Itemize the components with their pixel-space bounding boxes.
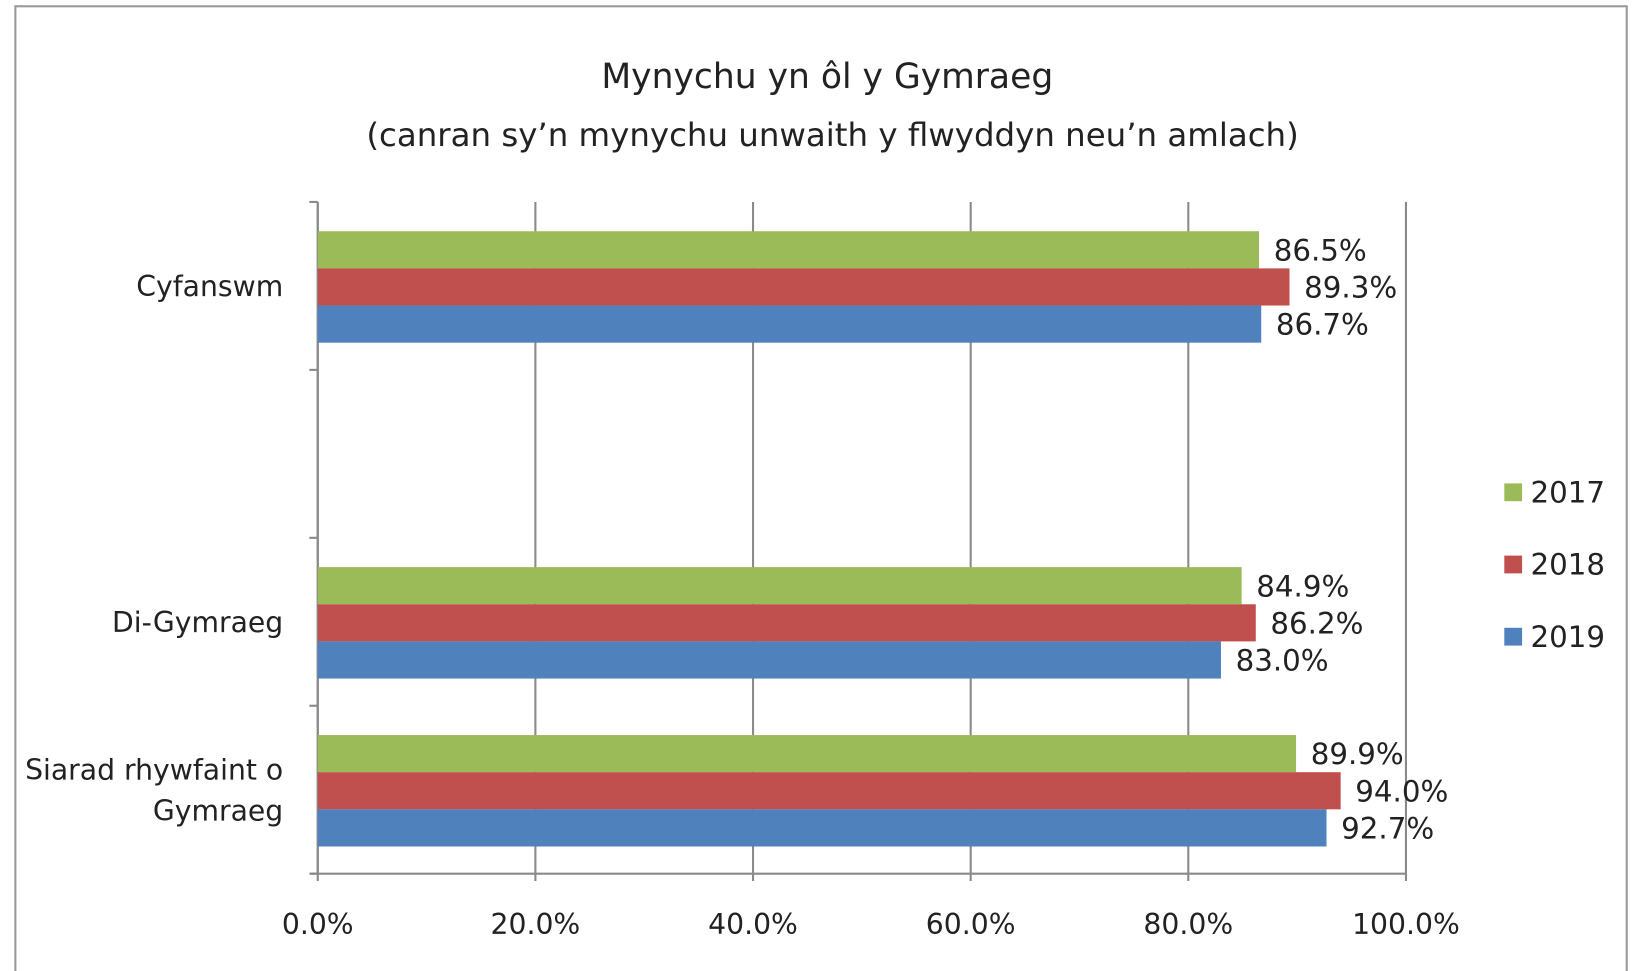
y-tick-label-box: Cyfanswm <box>136 270 284 304</box>
legend-label: 2018 <box>1530 548 1605 582</box>
bar <box>317 305 1262 343</box>
x-tick-label: 40.0% <box>708 908 798 941</box>
bar <box>317 735 1297 773</box>
bar <box>317 641 1221 679</box>
data-label: 94.0% <box>1355 774 1448 808</box>
bar <box>317 268 1290 306</box>
data-label: 86.7% <box>1276 308 1369 342</box>
y-tick-label-box: Di-Gymraeg <box>112 606 284 639</box>
data-label: 92.7% <box>1341 812 1434 846</box>
legend-swatch <box>1504 627 1523 646</box>
x-tick-label: 80.0% <box>1143 908 1233 941</box>
data-label: 86.2% <box>1270 606 1363 640</box>
bar <box>317 231 1260 269</box>
x-tick-label: 100.0% <box>1352 908 1460 941</box>
chart-title: Mynychu yn ôl y Gymraeg <box>601 57 1053 97</box>
data-label: 89.9% <box>1311 737 1404 771</box>
y-tick-label: Siarad rhywfaint o Gymraeg <box>25 753 284 828</box>
x-tick-label: 0.0% <box>282 908 354 941</box>
bar <box>317 809 1327 847</box>
y-tick-label: Di-Gymraeg <box>112 606 284 639</box>
legend-swatch <box>1504 483 1523 502</box>
data-label: 83.0% <box>1236 644 1329 678</box>
data-label: 89.3% <box>1304 271 1397 305</box>
bar <box>317 772 1341 810</box>
bar <box>317 567 1242 605</box>
legend-label: 2019 <box>1530 620 1605 654</box>
y-tick-label: Cyfanswm <box>136 270 284 304</box>
x-tick-label: 20.0% <box>491 908 581 941</box>
bar <box>317 604 1256 642</box>
x-tick-label: 60.0% <box>926 908 1016 941</box>
chart-subtitle: (canran sy’n mynychu unwaith y flwyddyn … <box>366 116 1298 154</box>
legend-swatch <box>1504 555 1523 574</box>
data-label: 86.5% <box>1274 233 1367 267</box>
data-label: 84.9% <box>1256 569 1349 603</box>
legend-label: 2017 <box>1530 475 1605 509</box>
y-tick-label-box: Siarad rhywfaint o Gymraeg <box>25 753 284 828</box>
